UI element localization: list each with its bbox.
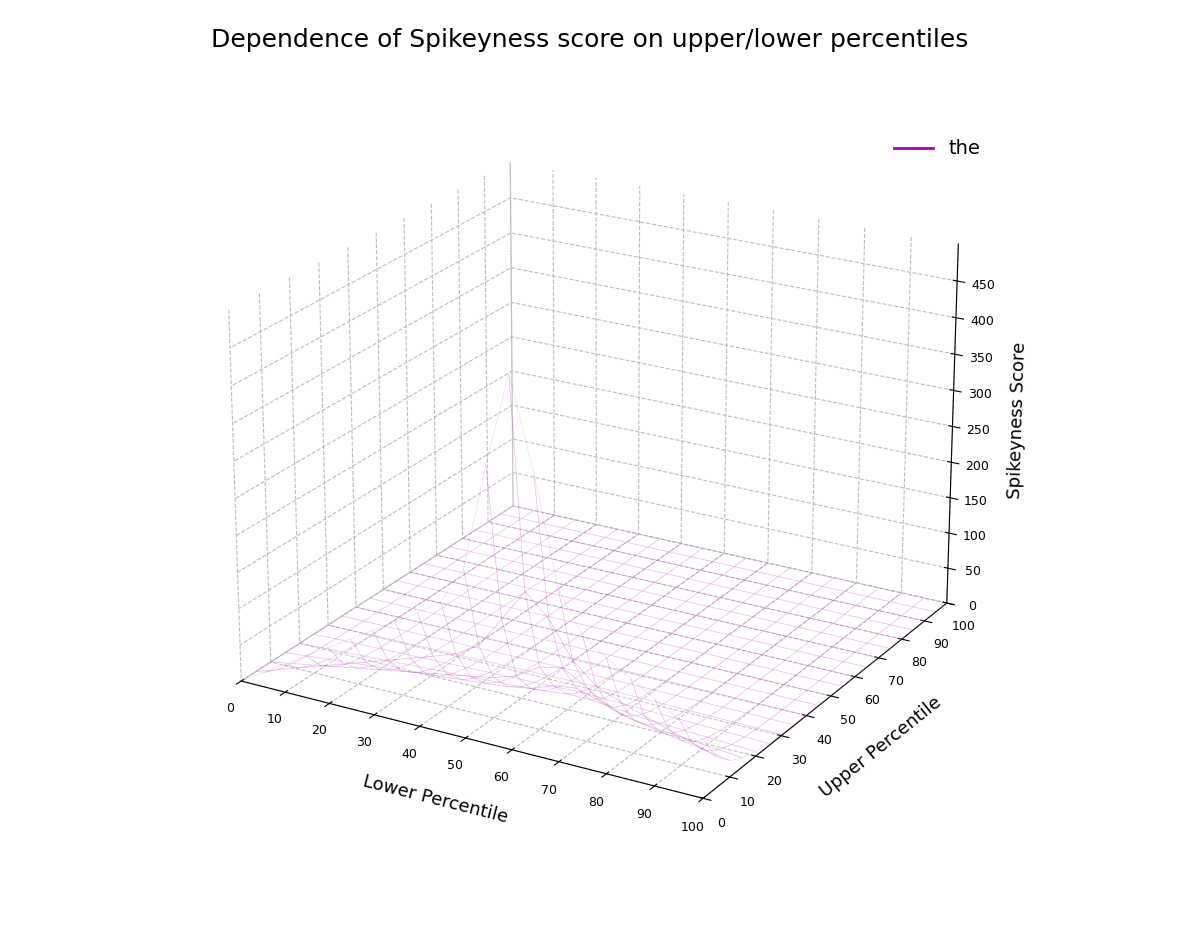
Text: Dependence of Spikeyness score on upper/lower percentiles: Dependence of Spikeyness score on upper/… xyxy=(211,28,969,52)
Legend: the: the xyxy=(886,132,988,166)
Y-axis label: Upper Percentile: Upper Percentile xyxy=(817,693,945,801)
X-axis label: Lower Percentile: Lower Percentile xyxy=(361,773,510,827)
